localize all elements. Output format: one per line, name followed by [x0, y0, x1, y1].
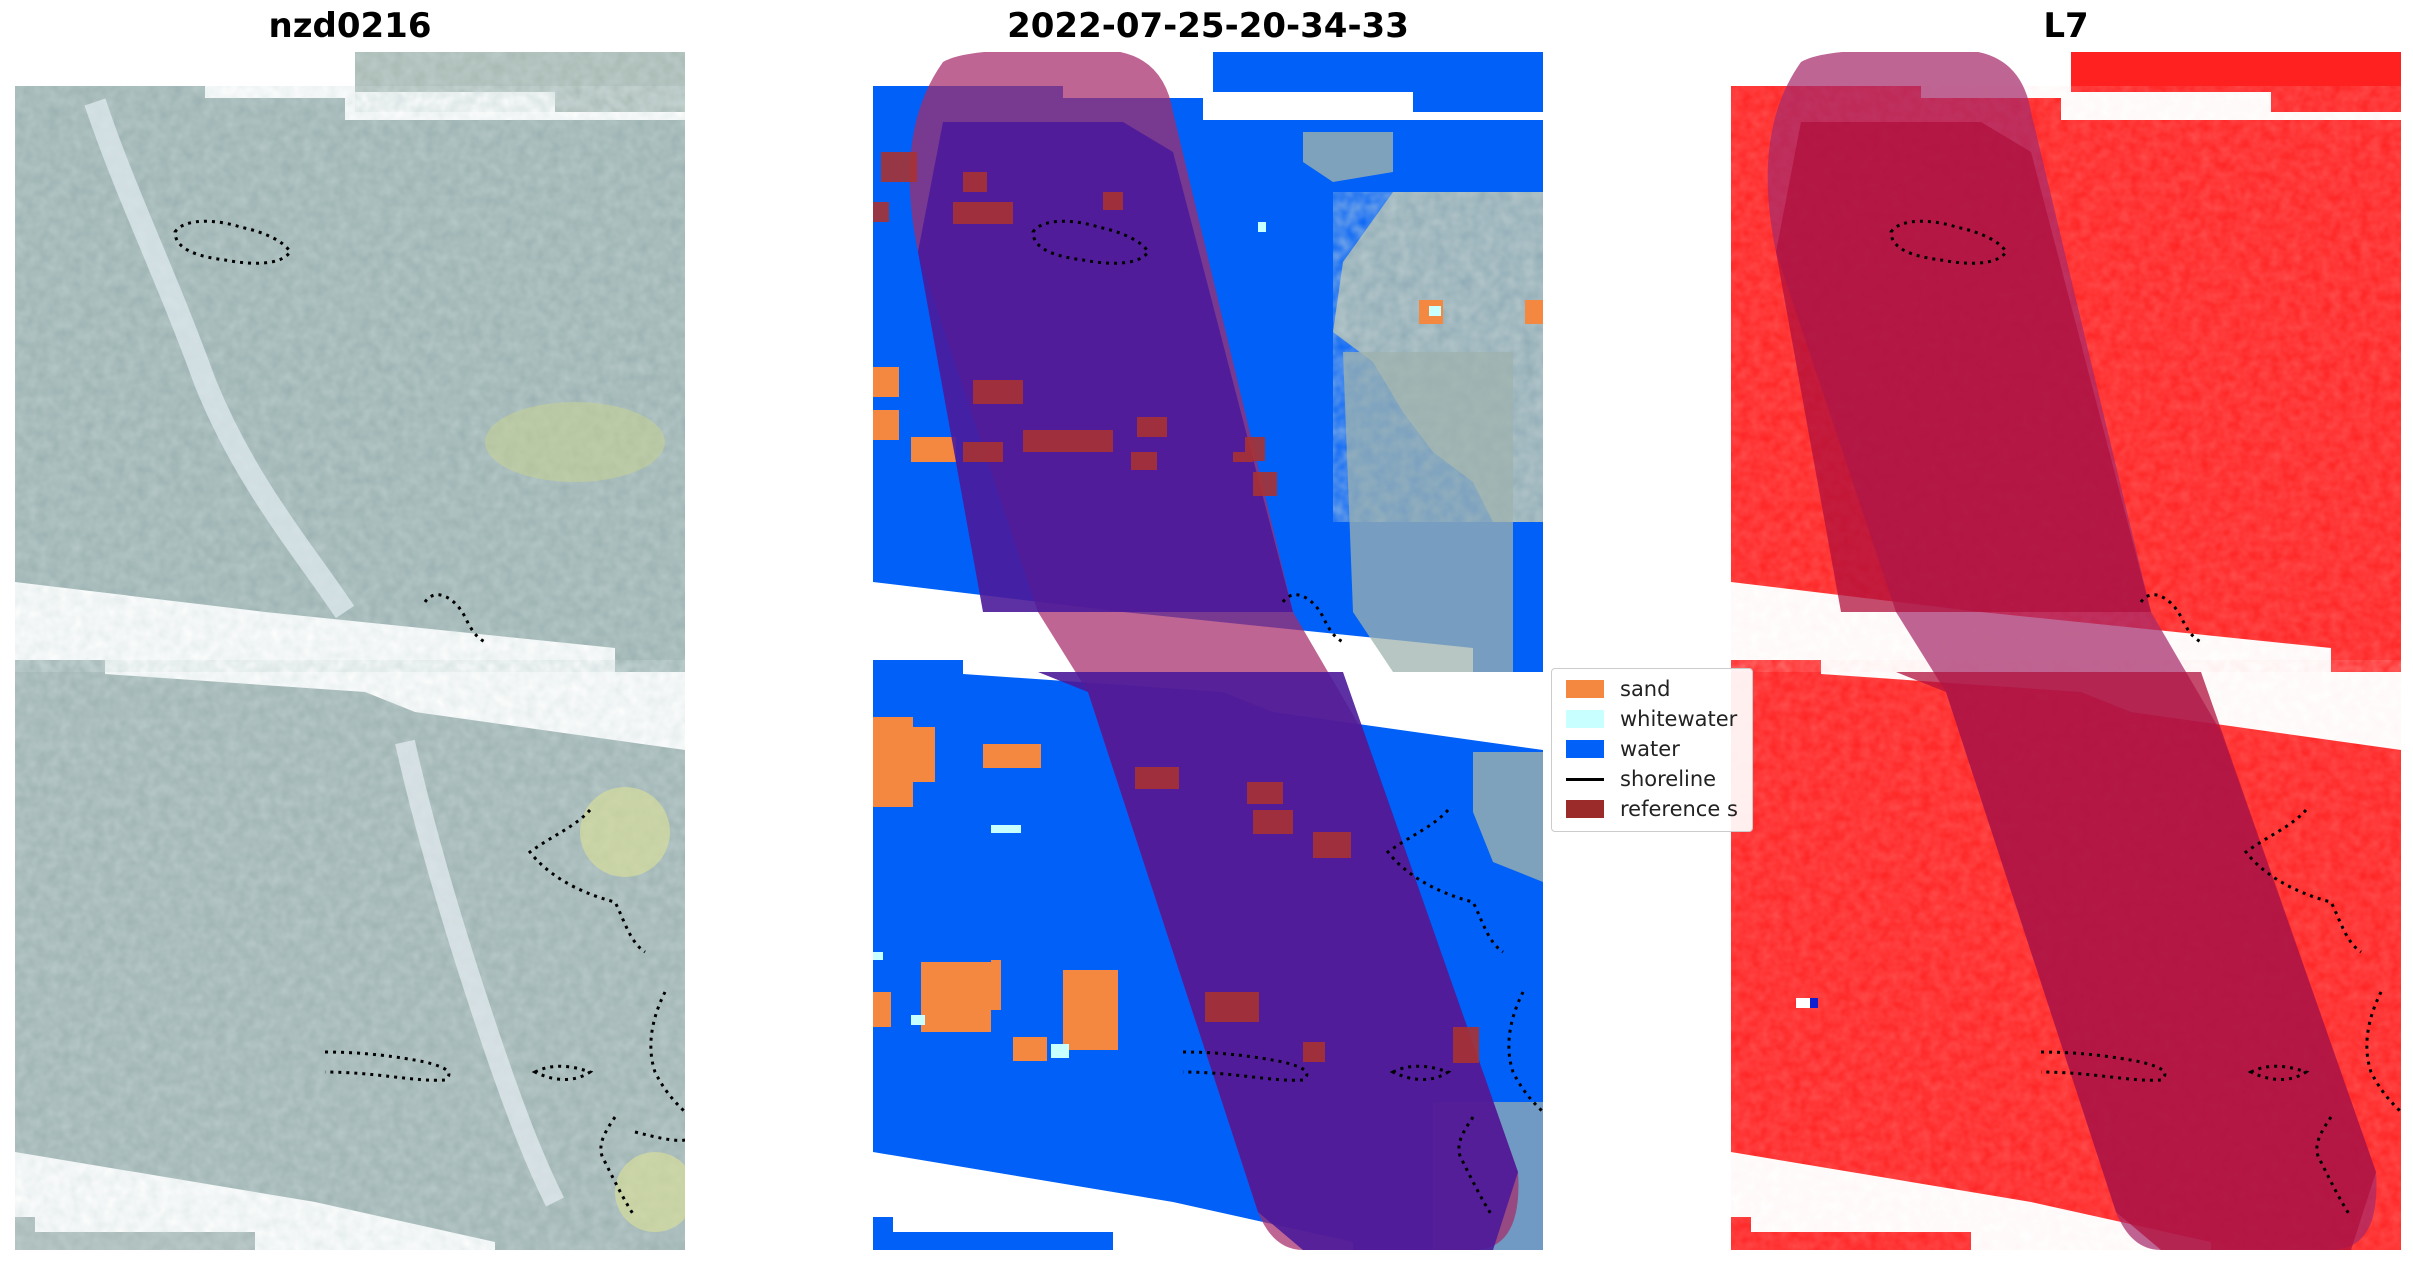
legend-item-reference: reference s: [1552, 794, 1752, 824]
legend-item-whitewater: whitewater: [1552, 704, 1752, 734]
panel-rgb: [15, 52, 685, 1270]
legend-label-shoreline: shoreline: [1620, 767, 1717, 791]
legend-label-reference: reference s: [1620, 797, 1738, 821]
panel-title-index: L7: [2043, 6, 2089, 46]
legend: sand whitewater water shoreline referenc…: [1551, 668, 1753, 832]
index-image: [1731, 52, 2401, 1250]
rgb-bright-streak: [84, 98, 685, 1232]
legend-item-water: water: [1552, 734, 1752, 764]
legend-swatch-sand: [1566, 680, 1604, 698]
panel-classified: [873, 52, 1543, 1270]
rgb-shoreline: [173, 219, 685, 1218]
index-shoreline: [1889, 219, 2401, 1218]
legend-line-shoreline: [1566, 777, 1604, 781]
legend-label-water: water: [1620, 737, 1680, 761]
legend-item-shoreline: shoreline: [1552, 764, 1752, 794]
legend-label-whitewater: whitewater: [1620, 707, 1738, 731]
classified-reference-overlay: [873, 52, 1519, 1250]
classified-whitewater: [873, 222, 1441, 1058]
panel-title-rgb: nzd0216: [268, 6, 432, 46]
legend-swatch-water: [1566, 740, 1604, 758]
legend-swatch-reference: [1566, 800, 1604, 818]
rgb-image: [15, 52, 685, 1250]
index-reference-overlay: [1767, 52, 2377, 1250]
legend-label-sand: sand: [1620, 677, 1671, 701]
legend-item-sand: sand: [1552, 674, 1752, 704]
legend-swatch-whitewater: [1566, 710, 1604, 728]
panel-index: [1731, 52, 2401, 1270]
panel-title-classified: 2022-07-25-20-34-33: [1007, 6, 1409, 46]
classified-sand: [873, 300, 1543, 1061]
classified-image: [873, 52, 1543, 1250]
classified-shoreline: [1031, 219, 1543, 1218]
